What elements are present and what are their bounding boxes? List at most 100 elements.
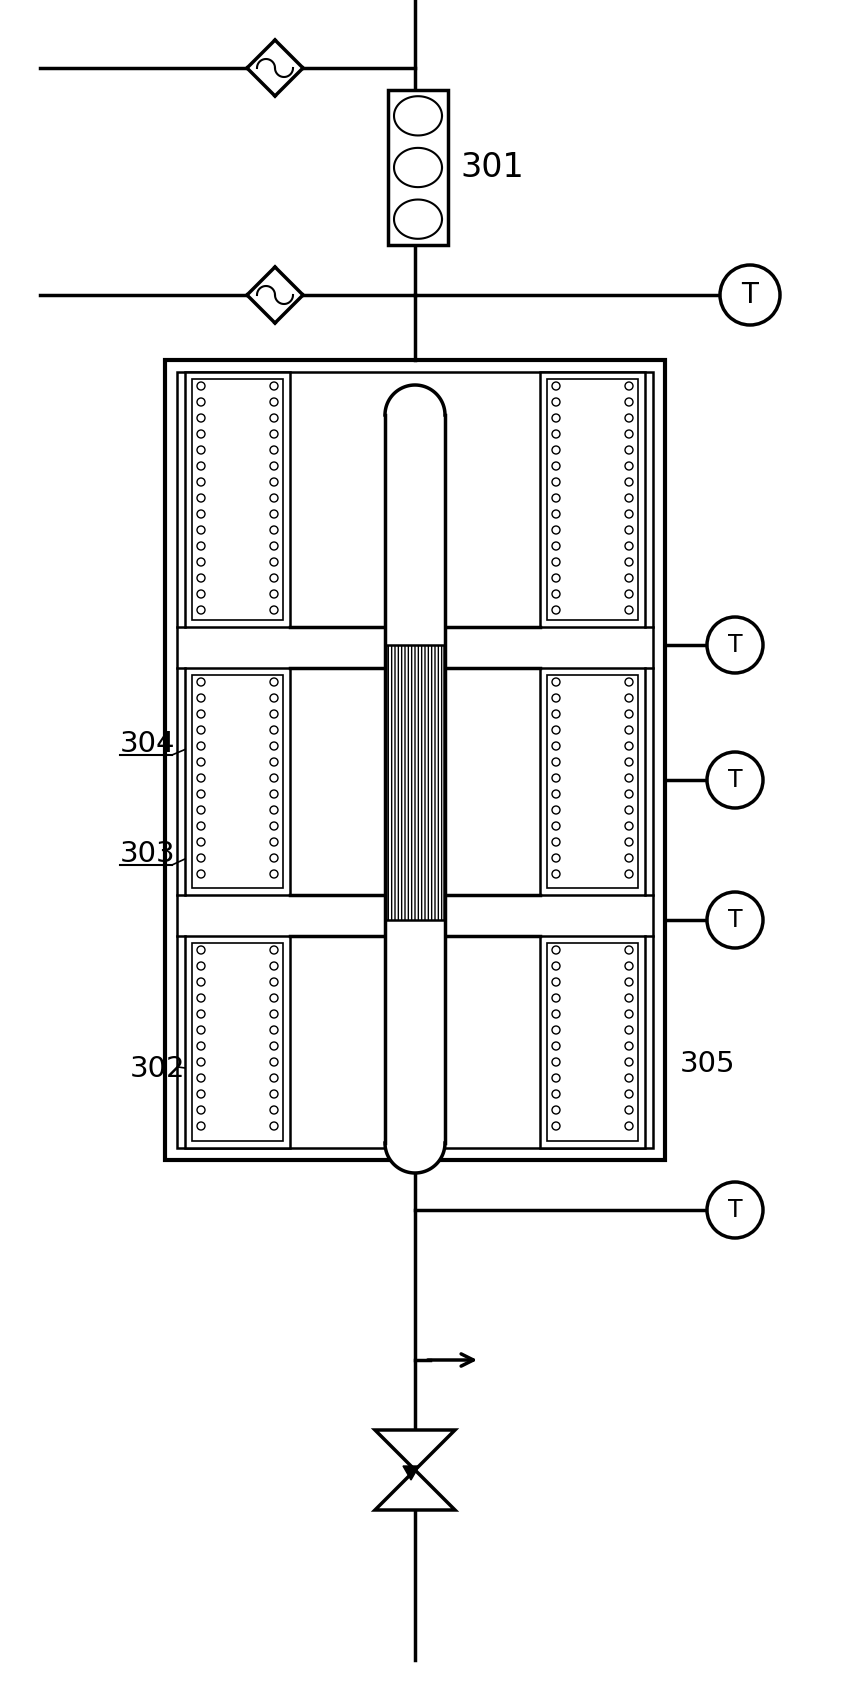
Circle shape <box>269 463 278 470</box>
Circle shape <box>551 463 560 470</box>
Circle shape <box>624 510 632 519</box>
Circle shape <box>624 558 632 566</box>
Circle shape <box>551 590 560 598</box>
Bar <box>386 646 443 920</box>
Text: 301: 301 <box>460 151 523 185</box>
Circle shape <box>551 822 560 831</box>
Circle shape <box>197 1075 205 1081</box>
Circle shape <box>269 525 278 534</box>
Polygon shape <box>375 1431 455 1470</box>
Circle shape <box>197 693 205 702</box>
Bar <box>192 942 282 1141</box>
Circle shape <box>197 414 205 422</box>
Circle shape <box>624 790 632 798</box>
Bar <box>185 936 289 1148</box>
Circle shape <box>624 607 632 614</box>
Circle shape <box>624 493 632 502</box>
Circle shape <box>269 431 278 437</box>
Circle shape <box>624 398 632 407</box>
Circle shape <box>269 807 278 814</box>
Bar <box>539 668 644 895</box>
Circle shape <box>269 478 278 486</box>
Circle shape <box>551 525 560 534</box>
Bar <box>192 675 282 888</box>
Circle shape <box>624 1010 632 1019</box>
Bar <box>539 936 644 1148</box>
Circle shape <box>269 575 278 581</box>
Circle shape <box>706 617 762 673</box>
Circle shape <box>269 978 278 986</box>
Circle shape <box>197 1010 205 1019</box>
Circle shape <box>269 1042 278 1049</box>
Circle shape <box>269 854 278 863</box>
Circle shape <box>624 1122 632 1131</box>
Circle shape <box>269 822 278 831</box>
Text: T: T <box>727 768 741 792</box>
Circle shape <box>197 558 205 566</box>
Bar <box>547 942 637 1141</box>
Circle shape <box>624 807 632 814</box>
Circle shape <box>624 758 632 766</box>
Circle shape <box>269 1025 278 1034</box>
Circle shape <box>197 946 205 954</box>
Circle shape <box>551 710 560 719</box>
Circle shape <box>624 1107 632 1114</box>
Bar <box>387 90 448 246</box>
Circle shape <box>197 510 205 519</box>
Circle shape <box>551 1025 560 1034</box>
Circle shape <box>551 575 560 581</box>
Text: T: T <box>727 909 741 932</box>
Bar <box>177 371 653 1148</box>
Circle shape <box>197 963 205 970</box>
Circle shape <box>551 1107 560 1114</box>
Circle shape <box>197 1058 205 1066</box>
Circle shape <box>551 446 560 454</box>
Circle shape <box>624 854 632 863</box>
Circle shape <box>551 398 560 407</box>
Circle shape <box>269 381 278 390</box>
Circle shape <box>197 463 205 470</box>
Text: T: T <box>740 281 758 308</box>
Circle shape <box>269 725 278 734</box>
Circle shape <box>551 478 560 486</box>
Circle shape <box>624 822 632 831</box>
Circle shape <box>269 590 278 598</box>
Circle shape <box>197 1122 205 1131</box>
Circle shape <box>706 753 762 809</box>
Circle shape <box>624 946 632 954</box>
Circle shape <box>197 446 205 454</box>
Circle shape <box>197 678 205 686</box>
Circle shape <box>197 607 205 614</box>
Circle shape <box>551 775 560 781</box>
Circle shape <box>197 807 205 814</box>
Circle shape <box>624 963 632 970</box>
Text: 305: 305 <box>679 1049 734 1078</box>
Text: 303: 303 <box>120 841 176 868</box>
Circle shape <box>197 742 205 749</box>
Circle shape <box>624 710 632 719</box>
Circle shape <box>551 963 560 970</box>
Circle shape <box>551 837 560 846</box>
Circle shape <box>197 870 205 878</box>
Circle shape <box>551 693 560 702</box>
Circle shape <box>197 822 205 831</box>
Circle shape <box>551 1090 560 1098</box>
Circle shape <box>197 575 205 581</box>
Bar <box>547 675 637 888</box>
Circle shape <box>269 678 278 686</box>
Circle shape <box>624 381 632 390</box>
Circle shape <box>197 790 205 798</box>
Bar <box>185 668 289 895</box>
Bar <box>164 359 664 1159</box>
Circle shape <box>624 678 632 686</box>
Circle shape <box>624 1090 632 1098</box>
Circle shape <box>624 525 632 534</box>
Circle shape <box>624 431 632 437</box>
Circle shape <box>551 742 560 749</box>
Circle shape <box>551 870 560 878</box>
Circle shape <box>551 1010 560 1019</box>
Circle shape <box>624 463 632 470</box>
Circle shape <box>197 993 205 1002</box>
Circle shape <box>551 854 560 863</box>
Circle shape <box>269 837 278 846</box>
